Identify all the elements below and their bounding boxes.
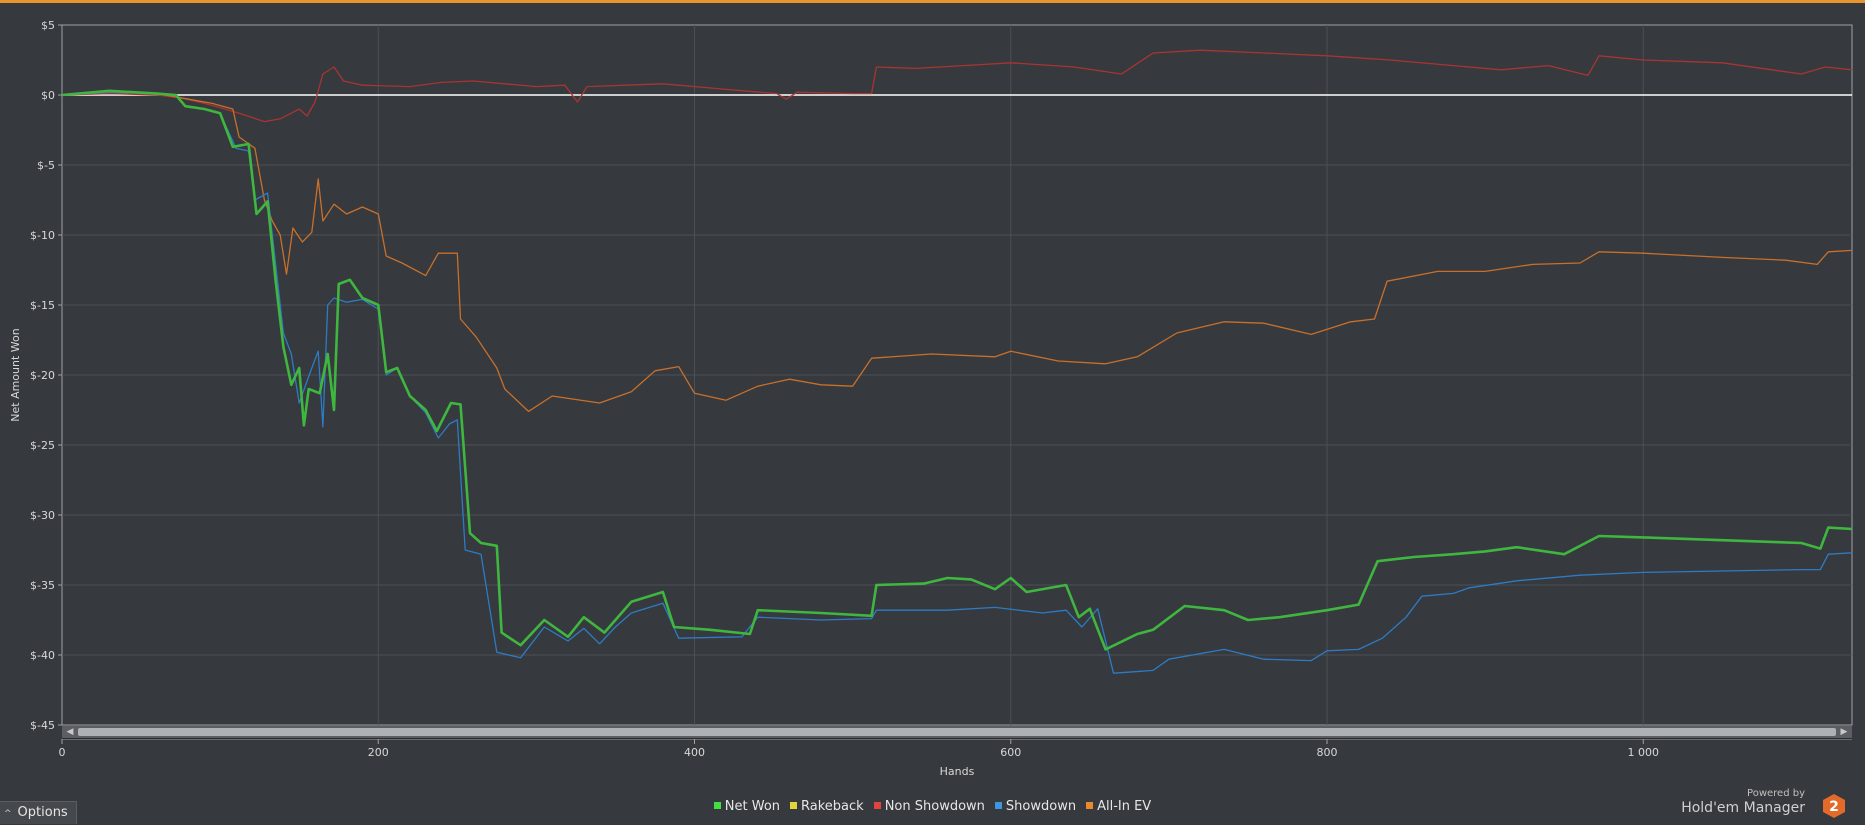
y-tick-label: $-15 (30, 299, 55, 312)
legend-swatch (873, 802, 881, 809)
powered-by-text: Powered by (1747, 788, 1805, 799)
window-accent-bar (0, 0, 1865, 3)
chart-legend: Net Won Rakeback Non Showdown Showdown All-I… (0, 799, 1865, 814)
x-tick-label: 600 (1000, 746, 1021, 759)
legend-item-non-showdown[interactable]: Non Showdown (873, 799, 985, 814)
x-tick-label: 400 (684, 746, 705, 759)
series-line-showdown (61, 91, 1853, 674)
series-line-non-showdown (61, 49, 1853, 123)
y-tick-label: $-45 (30, 719, 55, 732)
y-tick-label: $-35 (30, 579, 55, 592)
y-axis-label: Net Amount Won (9, 328, 22, 421)
series-line-net-won (61, 89, 1853, 651)
x-tick-label: 0 (59, 746, 66, 759)
legend-item-showdown[interactable]: Showdown (994, 799, 1077, 814)
legend-swatch (790, 802, 798, 809)
y-tick-label: $-10 (30, 229, 55, 242)
options-button[interactable]: ^ Options (0, 801, 77, 824)
y-tick-label: $-30 (30, 509, 55, 522)
y-tick-label: $-20 (30, 369, 55, 382)
legend-swatch (994, 802, 1002, 809)
legend-item-all-in-ev[interactable]: All-In EV (1086, 799, 1151, 814)
scroll-left-arrow-icon[interactable]: ◀ (66, 727, 74, 737)
legend-item-rakeback[interactable]: Rakeback (790, 799, 864, 814)
brand-name: Hold'em Manager (1681, 800, 1805, 816)
holdem-manager-logo-icon: 2 (1823, 794, 1845, 818)
x-tick-label: 800 (1317, 746, 1338, 759)
series-lines (61, 49, 1853, 674)
y-tick-label: $0 (41, 89, 55, 102)
series-line-all-in-ev (61, 91, 1853, 413)
x-tick-label: 1 000 (1628, 746, 1660, 759)
options-label: Options (17, 805, 68, 820)
y-tick-label: $-25 (30, 439, 55, 452)
y-tick-label: $-5 (37, 159, 55, 172)
legend-label: Net Won (724, 799, 781, 814)
scroll-right-arrow-icon[interactable]: ▶ (1840, 727, 1848, 737)
legend-label: Showdown (1005, 799, 1077, 814)
holdem-manager-branding: Powered by Hold'em Manager 2 (1669, 788, 1849, 820)
x-axis: 0 200 400 600 800 1 000 (59, 738, 1852, 759)
logo-digit: 2 (1829, 799, 1839, 815)
legend-label: All-In EV (1097, 799, 1152, 814)
net-won-graph: $5$0$-5$-10$-15$-20$-25$-30$-35$-40$-45 … (9, 19, 1853, 778)
scroll-thumb[interactable] (78, 728, 1836, 736)
y-tick-label: $-40 (30, 649, 55, 662)
legend-item-net-won[interactable]: Net Won (713, 799, 781, 814)
legend-swatch (713, 802, 721, 809)
legend-label: Rakeback (801, 799, 864, 814)
legend-label: Non Showdown (884, 799, 985, 814)
chevron-up-icon: ^ (4, 809, 12, 819)
x-axis-label: Hands (940, 765, 975, 778)
x-tick-label: 200 (368, 746, 389, 759)
y-axis: $5 $0 $-5 $-10 $-15 $-20 $-25 $-30 $-35 $-40 $-45 (30, 19, 62, 732)
y-tick-label: $5 (41, 19, 55, 32)
legend-swatch (1086, 802, 1094, 809)
horizontal-scrollbar[interactable]: ◀ ▶ (62, 725, 1852, 739)
